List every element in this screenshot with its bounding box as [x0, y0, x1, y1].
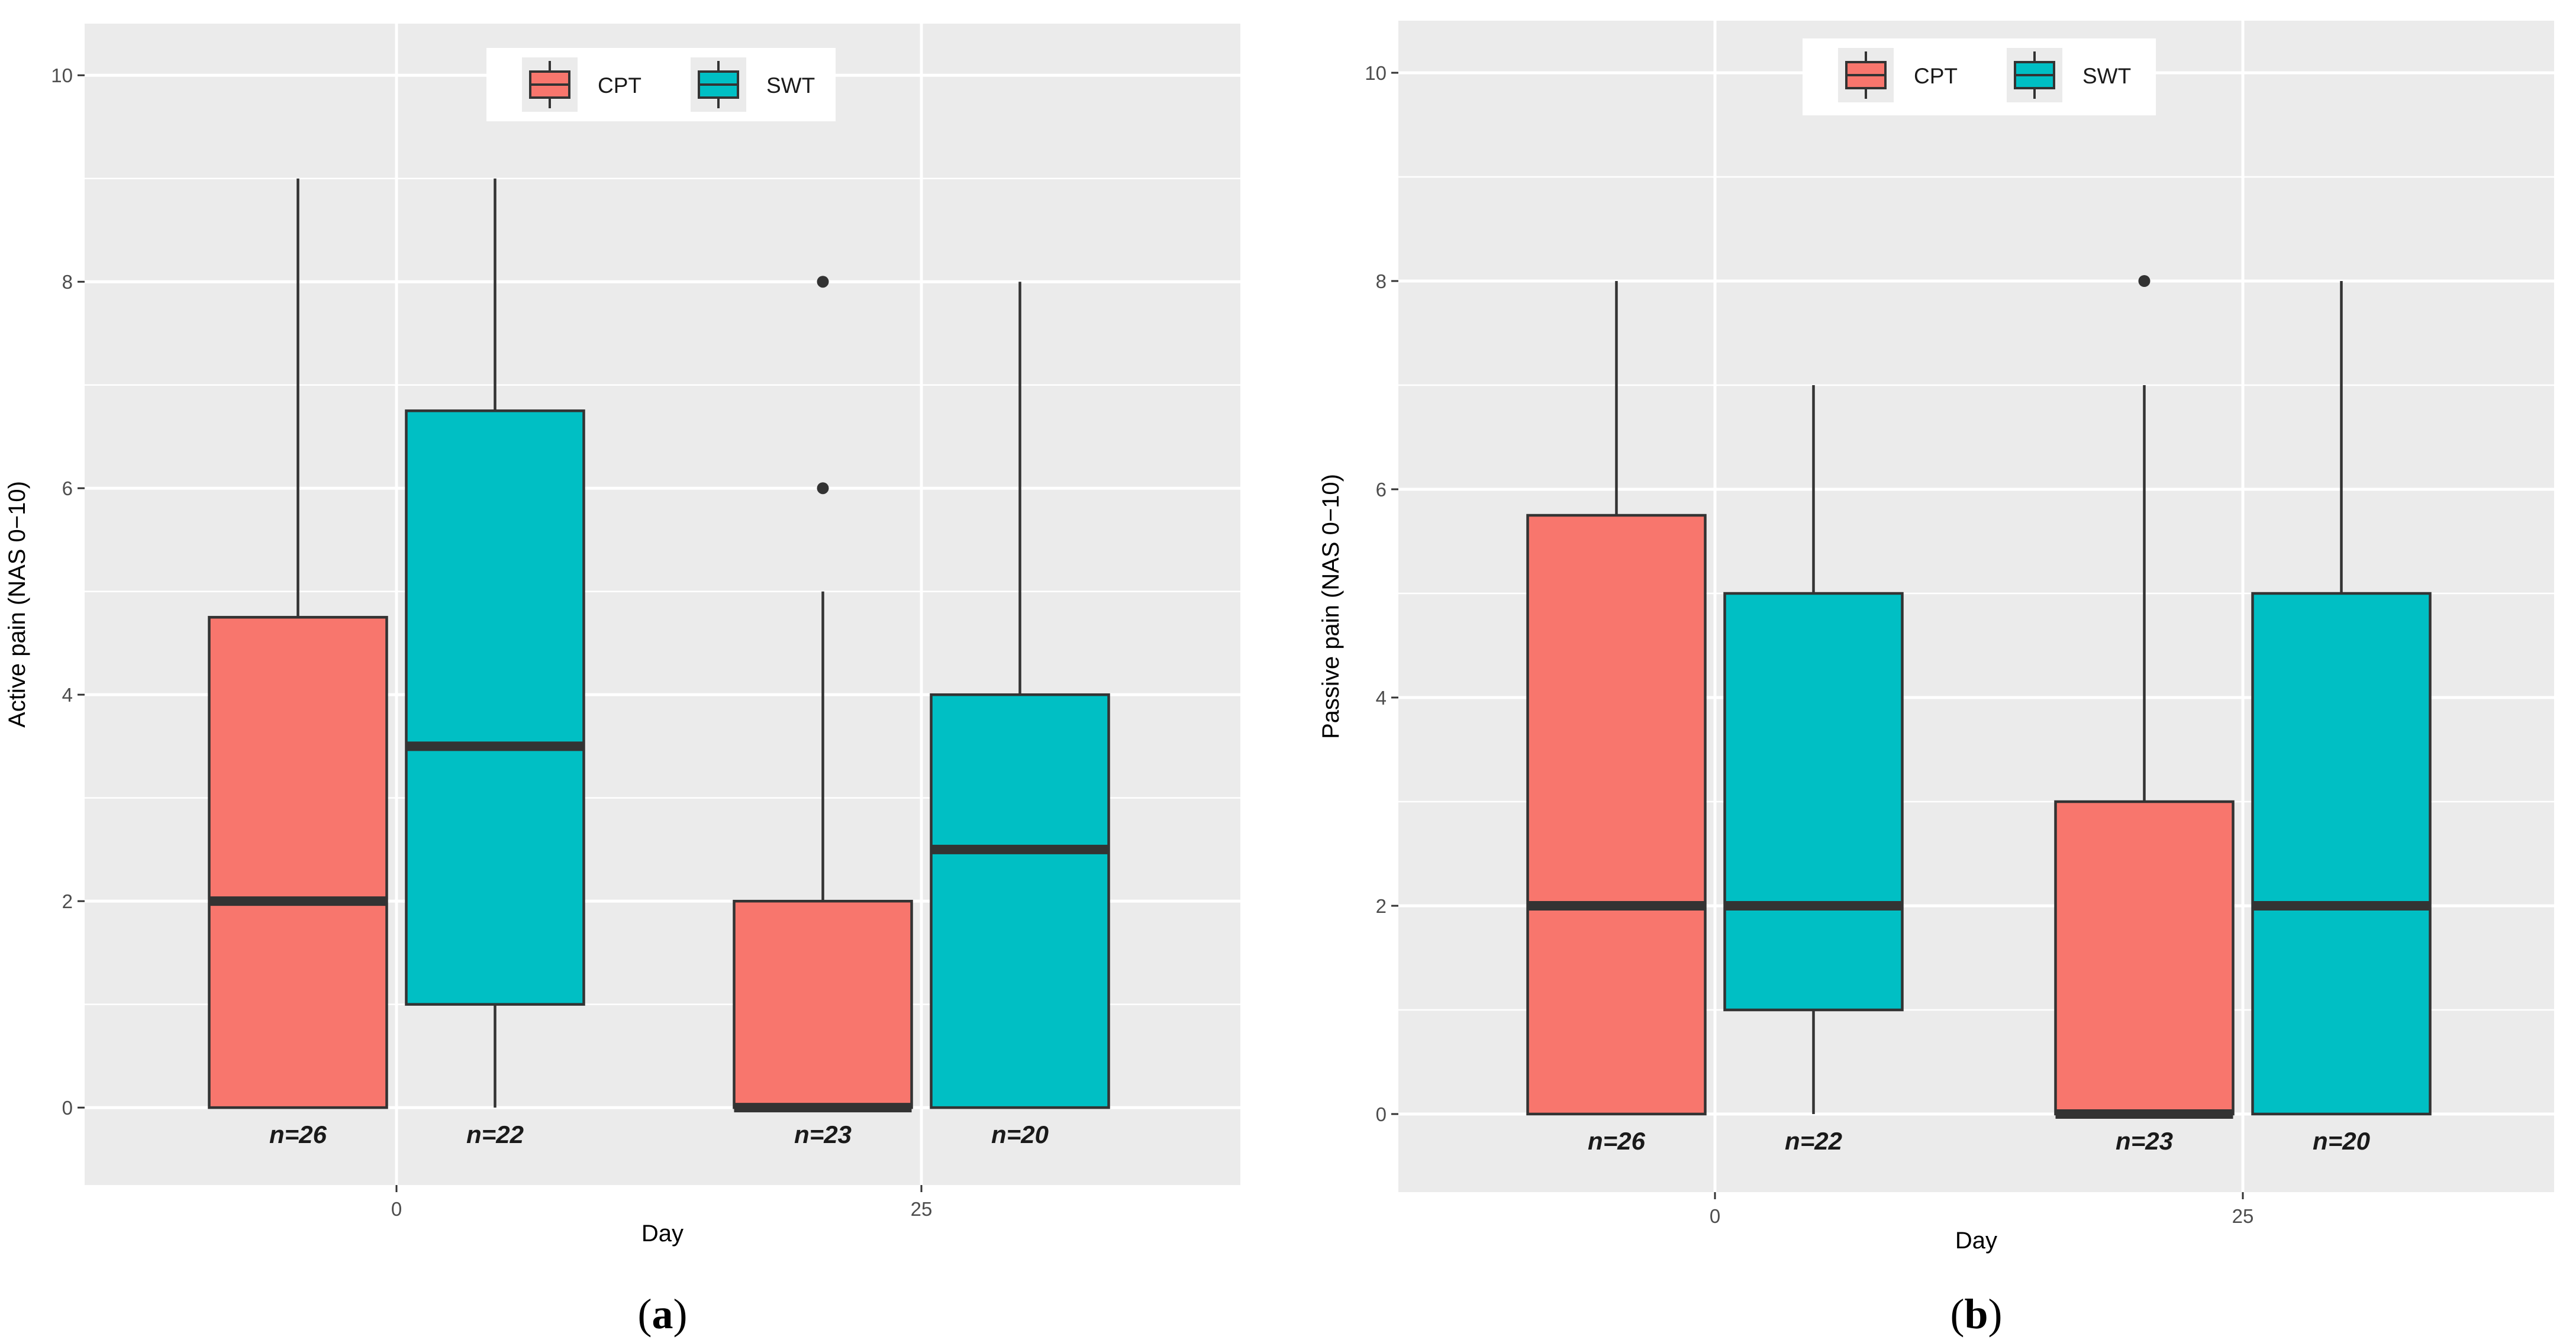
n-label: n=20: [2313, 1127, 2370, 1155]
y-tick-label: 10: [51, 64, 73, 86]
outlier-point: [817, 482, 829, 495]
box-swt-day-25: n=20: [2251, 281, 2432, 1155]
x-axis-title: Day: [1955, 1228, 1997, 1254]
n-label: n=23: [2116, 1127, 2173, 1155]
x-tick-label: 25: [2232, 1205, 2254, 1227]
box-body: [733, 899, 913, 1109]
n-label: n=23: [794, 1121, 852, 1148]
x-axis-title: Day: [641, 1221, 684, 1247]
chart-panel-b: 0 2 4 6 8 10 0 25 n=26 n=22 n=23 n=20 CPT SWT Day Passi…: [1318, 21, 2554, 1338]
x-tick-label: 0: [391, 1198, 402, 1220]
outlier-point: [2138, 275, 2151, 287]
y-tick-label: 4: [62, 684, 73, 706]
panel-label: (b): [1950, 1290, 2002, 1338]
panel-label: (a): [638, 1290, 688, 1338]
y-tick-label: 4: [1376, 687, 1387, 709]
box-body: [405, 409, 585, 1006]
y-tick-label: 6: [62, 477, 73, 499]
y-tick-label: 8: [1376, 270, 1387, 292]
box-swt-day-0: n=22: [405, 178, 585, 1148]
x-tick-label: 0: [1710, 1205, 1720, 1227]
box-body: [930, 693, 1110, 1109]
y-tick-label: 10: [1365, 62, 1387, 84]
box-body: [1723, 592, 1904, 1012]
box-swt-day-0: n=22: [1723, 385, 1904, 1155]
box-body: [1526, 514, 1707, 1116]
box-body: [2251, 592, 2432, 1116]
box-cpt-day-25: n=23: [2054, 275, 2235, 1155]
y-tick-label: 2: [62, 890, 73, 912]
legend: CPT SWT: [1803, 38, 2156, 115]
box-body: [2054, 800, 2235, 1116]
legend-label-cpt: CPT: [1914, 64, 1958, 88]
legend-label-swt: SWT: [766, 73, 815, 98]
n-label: n=26: [1588, 1127, 1646, 1155]
n-label: n=20: [991, 1121, 1049, 1148]
n-label: n=26: [269, 1121, 327, 1148]
legend-label-cpt: CPT: [598, 73, 641, 98]
n-label: n=22: [466, 1121, 524, 1148]
y-tick-label: 2: [1376, 895, 1387, 917]
box-cpt-day-25: n=23: [733, 276, 913, 1148]
legend: CPT SWT: [486, 48, 836, 121]
n-label: n=22: [1785, 1127, 1842, 1155]
x-tick-label: 25: [911, 1198, 933, 1220]
y-tick-label: 8: [62, 271, 73, 293]
y-tick-label: 0: [62, 1097, 73, 1119]
legend-label-swt: SWT: [2082, 64, 2131, 88]
y-axis-title: Active pain (NAS 0−10): [4, 481, 30, 728]
y-axis-title: Passive pain (NAS 0−10): [1318, 474, 1344, 739]
y-tick-label: 0: [1376, 1103, 1387, 1125]
box-body: [208, 616, 388, 1109]
y-tick-label: 6: [1376, 479, 1387, 501]
chart-panel-a: 0 2 4 6 8 10 0 25 n=26 n=22 n=23 n=20 CPT SWT Day Activ…: [4, 24, 1240, 1338]
outlier-point: [817, 276, 829, 288]
box-swt-day-25: n=20: [930, 282, 1110, 1148]
box-cpt-day-0: n=26: [208, 178, 388, 1148]
box-cpt-day-0: n=26: [1526, 281, 1707, 1155]
